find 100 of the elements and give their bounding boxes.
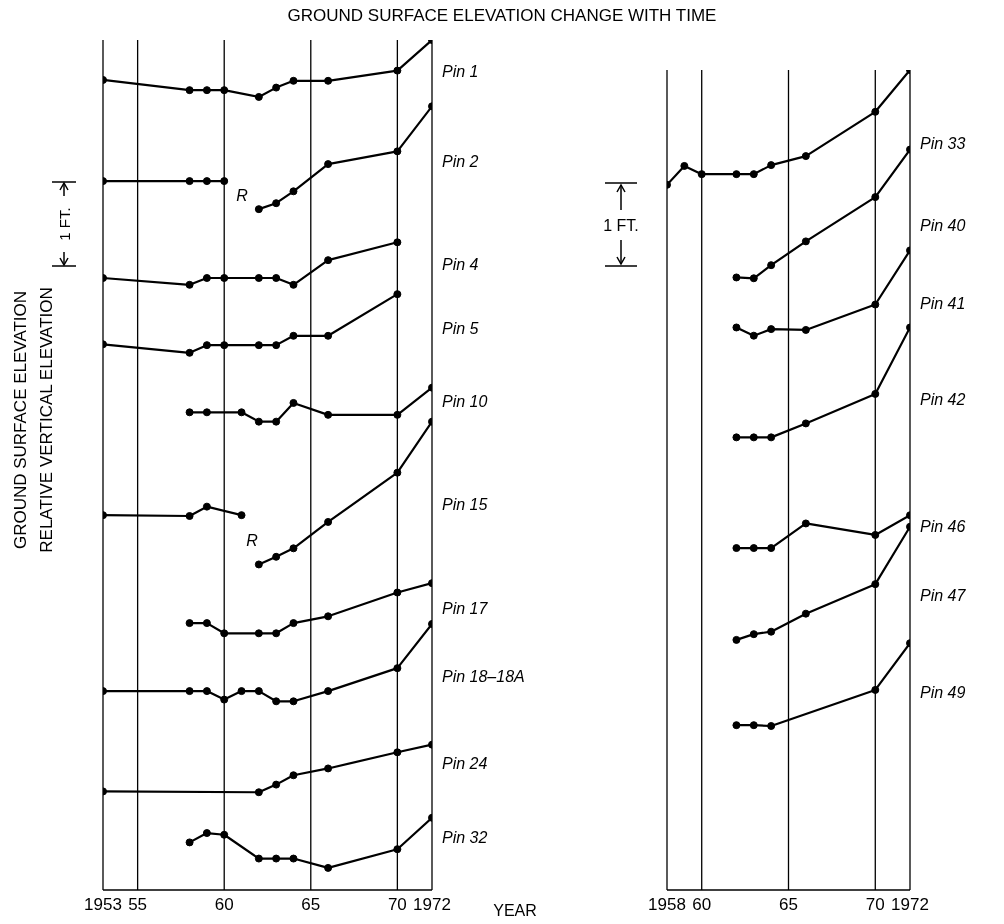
point [767,433,776,442]
point [272,854,281,863]
x-tick-label: 70 [865,895,885,915]
annotation: R [236,187,249,205]
series-label: Pin 17 [442,599,489,617]
point [202,274,211,282]
point [254,687,263,696]
text: Pin 18–18A [442,667,525,685]
series-label: Pin 1 [442,62,479,80]
point [254,274,263,282]
point [185,348,194,357]
point [801,152,810,161]
point [393,468,402,477]
text: Pin 42 [920,391,966,409]
point [272,341,281,350]
x-tick-label: 65 [779,895,798,915]
point [732,721,741,730]
point [801,519,810,528]
point [801,237,810,246]
point [749,630,758,639]
point [393,588,402,597]
text: Pin 40 [920,216,966,234]
point [254,788,263,797]
x-tick-label: 65 [301,895,321,915]
point [254,92,263,101]
point [767,325,776,334]
x-tick-label: 1958 [648,895,686,915]
point [749,170,758,179]
point [289,697,298,706]
point [202,341,211,350]
text: Pin 47 [920,587,967,605]
point [393,66,402,75]
point [324,764,333,773]
point [732,170,741,179]
point [289,76,298,85]
point [393,845,402,854]
point [732,544,741,553]
point [697,170,706,179]
point [767,161,776,170]
point [220,177,229,186]
point [185,280,194,289]
text: GROUND SURFACE ELEVATION CHANGE WITH TIME [286,6,718,26]
point [202,829,211,838]
point [871,107,880,116]
point [767,627,776,636]
point [289,398,298,407]
point [185,619,194,628]
point [289,854,298,863]
point [254,854,263,863]
text: Pin 5 [442,320,479,338]
point [220,274,229,282]
point [202,86,211,95]
point [289,331,298,340]
point [393,147,402,156]
point [289,187,298,196]
point [237,511,246,520]
point [185,838,194,847]
point [749,274,758,283]
series-label: Pin 24 [442,754,488,772]
point [254,205,263,214]
point [202,502,211,511]
point [732,273,741,282]
point [324,76,333,85]
point [767,261,776,270]
point [185,408,194,417]
point [749,331,758,340]
point [871,685,880,694]
point [393,290,402,299]
point [185,86,194,95]
point [254,629,263,638]
point [324,160,333,169]
point [272,417,281,426]
annotation: R [246,532,259,550]
point [749,433,758,442]
point [732,433,741,442]
point [289,771,298,780]
x-axis-title: YEAR [493,902,537,919]
x-tick-label: 1972 [413,895,451,915]
dimension-arrows: 1 FT. [603,182,639,267]
point [185,687,194,696]
point [393,410,402,419]
point [324,410,333,419]
point [871,530,880,539]
point [801,325,810,334]
point [185,512,194,520]
point [220,86,229,95]
series-label: Pin 32 [442,828,488,846]
text: Pin 2 [442,152,479,170]
series-label: Pin 10 [442,393,488,411]
point [767,544,776,553]
point [272,274,281,282]
text: Pin 41 [920,294,966,312]
point [393,748,402,757]
point [220,695,229,704]
point [324,517,333,526]
point [871,389,880,398]
point [202,408,211,417]
text: Pin 15 [442,496,488,514]
point [393,238,402,247]
point [324,687,333,696]
